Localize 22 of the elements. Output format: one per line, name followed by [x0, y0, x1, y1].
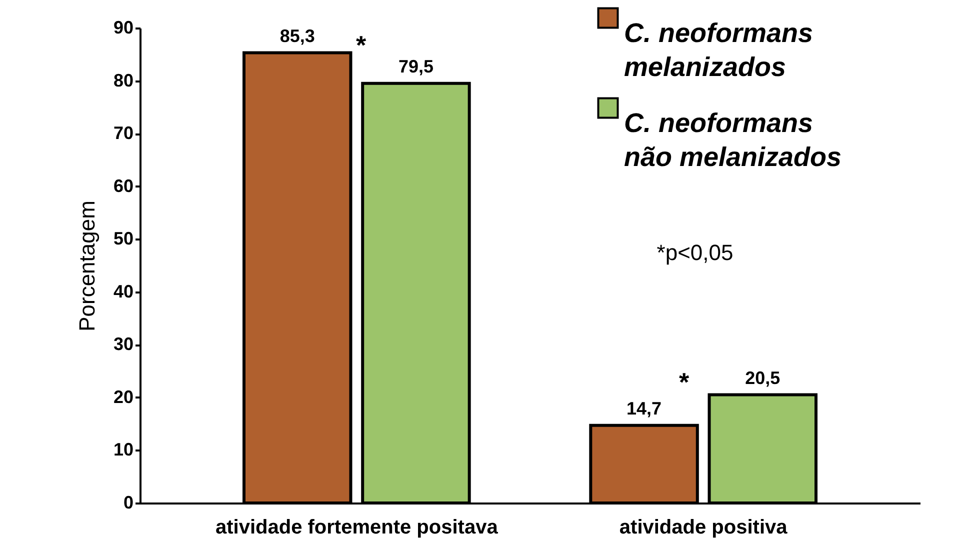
y-tick-label: 0: [123, 492, 134, 512]
legend-label: C. neoformans não melanizados: [624, 108, 842, 172]
y-tick-label: 20: [113, 386, 134, 407]
data-label: 14,7: [626, 398, 662, 418]
x-tick-label: atividade fortemente positava: [216, 516, 499, 538]
y-tick-label: 30: [113, 334, 134, 354]
y-axis-title: Porcentagem: [74, 200, 100, 332]
annotation: *: [356, 30, 367, 60]
legend-label: C. neoformans melanizados: [624, 18, 814, 82]
y-tick-label: 80: [113, 70, 134, 90]
x-tick-label: atividade positiva: [619, 516, 788, 538]
y-tick-label: 90: [113, 18, 134, 38]
y-tick-label: 70: [113, 123, 134, 144]
data-label: 85,3: [280, 26, 315, 46]
y-tick-label: 50: [113, 228, 134, 249]
data-label: 20,5: [745, 368, 780, 388]
y-tick-label: 40: [113, 281, 134, 302]
annotation: *p<0,05: [656, 240, 734, 265]
data-label: 79,5: [398, 56, 434, 76]
y-tick-label: 10: [113, 440, 134, 460]
annotation: *: [678, 367, 690, 397]
y-tick-label: 60: [113, 176, 134, 196]
